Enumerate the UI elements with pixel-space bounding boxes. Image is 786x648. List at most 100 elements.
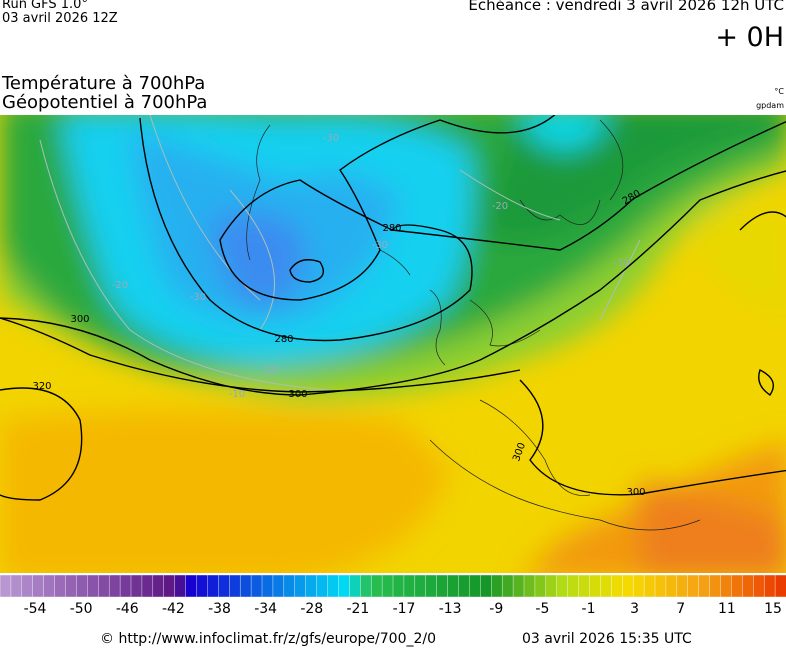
colorbar-swatch [130,574,143,598]
colorbar-swatch [360,574,372,598]
colorbar-swatch [65,574,77,598]
colorbar-swatch [305,574,318,598]
colorbar-swatch [698,574,711,598]
contour-label: -30 [190,292,206,303]
colorbar-swatch [425,574,438,598]
colorbar-swatch [327,574,339,598]
colorbar-label: -42 [162,601,185,617]
colorbar-swatch [152,574,165,598]
title-geopotential: Géopotentiel à 700hPa [2,92,207,113]
colorbar-swatch [207,574,219,598]
contour-label: -20 [492,201,508,212]
colorbar: -54 -50 -46 -42 -38 -34 -28 -21 -17 -13 -9 -5 -1 3 7 11… [0,574,786,617]
colorbar-label: -5 [535,601,549,617]
colorbar-swatch [338,574,350,598]
colorbar-swatch [414,574,427,598]
colorbar-swatch [163,574,176,598]
colorbar-swatch [665,574,678,598]
contour-label: 320 [32,381,51,392]
colorbar-label: -46 [116,601,139,617]
colorbar-swatch [229,574,241,598]
colorbar-swatch [512,574,525,598]
contour-label: 280 [382,223,401,234]
colorbar-label: -34 [254,601,277,617]
contour-label: -30 [323,133,339,144]
lead-time: + 0H [715,22,784,53]
colorbar-swatch [469,574,481,598]
colorbar-swatch [185,574,197,598]
colorbar-swatch [534,574,547,598]
contour-label: 280 [274,334,293,345]
footer-source: © http://www.infoclimat.fr/z/gfs/europe/… [100,631,436,647]
colorbar-swatch [436,574,449,598]
colorbar-swatch [261,574,274,598]
colorbar-swatch [294,574,307,598]
colorbar-swatch [76,574,88,598]
contour-label: -20 [262,365,278,376]
colorbar-label: -1 [582,601,596,617]
title-temperature: Température à 700hPa [1,73,205,94]
colorbar-swatch [480,574,492,598]
colorbar-label: 3 [630,601,639,617]
colorbar-swatch [250,574,263,598]
colorbar-swatch [21,574,34,598]
forecast-time: Echéance : vendredi 3 avril 2026 12h UTC [468,0,784,14]
colorbar-swatch [403,574,416,598]
run-label: Run GFS 1.0° [2,0,88,12]
unit-geopotential: gpdam [756,101,784,110]
colorbar-swatch [10,574,23,598]
colorbar-swatch [753,574,765,598]
colorbar-label: -38 [208,601,231,617]
colorbar-label: -50 [70,601,93,617]
colorbar-swatch [523,574,536,598]
colorbar-swatch [742,574,754,598]
footer-generated: 03 avril 2026 15:35 UTC [522,631,692,647]
colorbar-label: -13 [439,601,462,617]
colorbar-swatch [676,574,689,598]
colorbar-swatch [272,574,285,598]
colorbar-swatch [491,574,503,598]
colorbar-label: -9 [489,601,503,617]
colorbar-swatch [611,574,623,598]
colorbar-swatch [108,574,121,598]
unit-temperature: °C [774,87,784,96]
colorbar-swatch [600,574,612,598]
colorbar-swatch [774,574,786,598]
colorbar-label: 15 [764,601,782,617]
run-date: 03 avril 2026 12Z [2,11,118,26]
colorbar-swatch [43,574,56,598]
colorbar-swatch [316,574,329,598]
colorbar-label: 7 [676,601,685,617]
colorbar-swatch [218,574,230,598]
colorbar-label: -21 [346,601,369,617]
colorbar-swatch [731,574,743,598]
colorbar-swatch [567,574,580,598]
colorbar-label: -28 [300,601,323,617]
colorbar-swatch [119,574,132,598]
colorbar-swatch [32,574,45,598]
colorbar-swatch [141,574,154,598]
colorbar-swatch [447,574,460,598]
contour-label: 300 [70,314,89,325]
colorbar-swatch [545,574,558,598]
colorbar-swatch [381,574,394,598]
colorbar-swatch [589,574,601,598]
map: 300 320 280 300 300 300 280 280 -20 -30 … [0,115,786,573]
colorbar-label: -17 [393,601,416,617]
colorbar-swatch [501,574,514,598]
colorbar-swatch [632,574,645,598]
colorbar-swatch [709,574,721,598]
colorbar-swatch [196,574,208,598]
colorbar-swatch [643,574,656,598]
colorbar-swatch [763,574,776,598]
colorbar-swatch [556,574,569,598]
colorbar-swatch [458,574,470,598]
colorbar-swatch [283,574,296,598]
colorbar-swatch [87,574,99,598]
colorbar-swatch [54,574,66,598]
colorbar-swatch [0,574,12,598]
contour-label: -20 [112,280,128,291]
colorbar-swatch [720,574,732,598]
colorbar-label: 11 [718,601,736,617]
